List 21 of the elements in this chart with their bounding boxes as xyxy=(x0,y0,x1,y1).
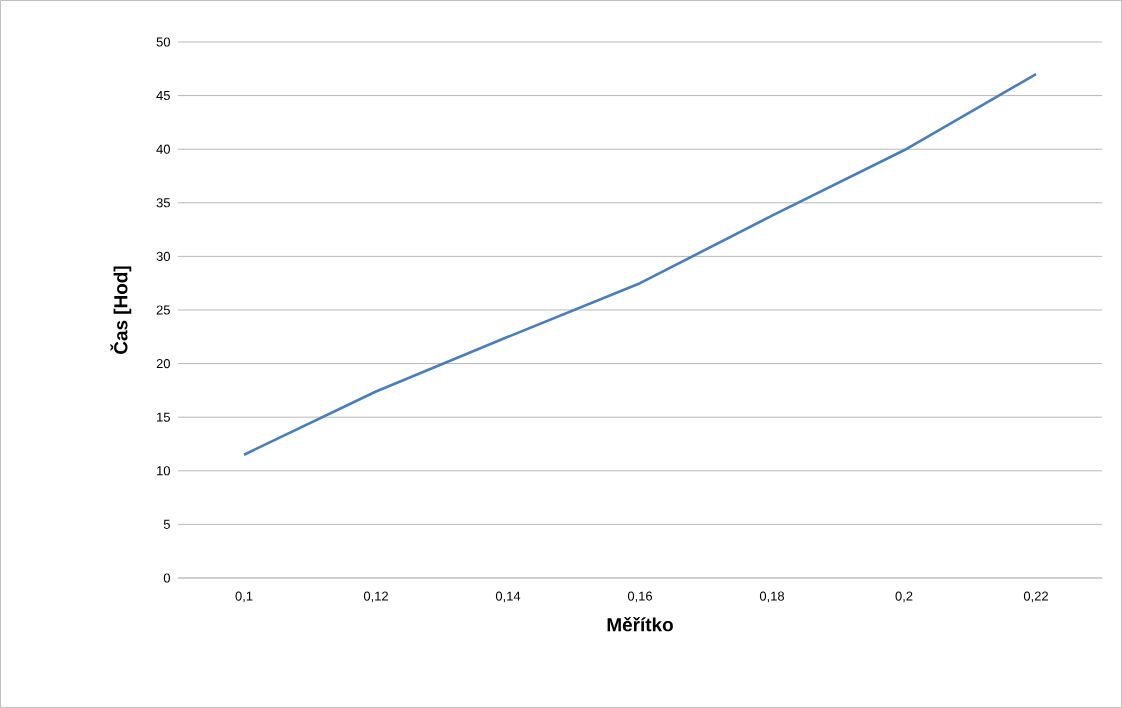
x-tick-label: 0,1 xyxy=(235,591,253,603)
y-axis-title: Čas [Hod] xyxy=(110,266,132,354)
x-tick-label: 0,2 xyxy=(895,591,913,603)
x-tick-label: 0,22 xyxy=(1023,591,1048,603)
y-tick-label: 15 xyxy=(157,412,170,422)
x-tick-label: 0,18 xyxy=(759,591,785,603)
y-tick-label: 0 xyxy=(163,573,170,583)
y-tick-label: 50 xyxy=(156,37,170,47)
y-tick-label: 45 xyxy=(156,91,170,101)
y-tick-label: 25 xyxy=(156,305,170,315)
y-tick-label: 35 xyxy=(156,198,170,208)
y-tick-label: 5 xyxy=(163,519,170,529)
y-tick-label: 30 xyxy=(156,251,170,261)
line-series xyxy=(242,72,1038,456)
x-tick-label: 0,16 xyxy=(627,591,653,603)
y-tick-label: 10 xyxy=(157,466,170,476)
x-tick-label: 0,12 xyxy=(363,591,388,603)
x-tick-label: 0,14 xyxy=(495,591,521,603)
x-axis-title: Měřítko xyxy=(607,617,673,632)
y-tick-label: 20 xyxy=(156,359,170,369)
y-tick-label: 40 xyxy=(156,144,170,154)
